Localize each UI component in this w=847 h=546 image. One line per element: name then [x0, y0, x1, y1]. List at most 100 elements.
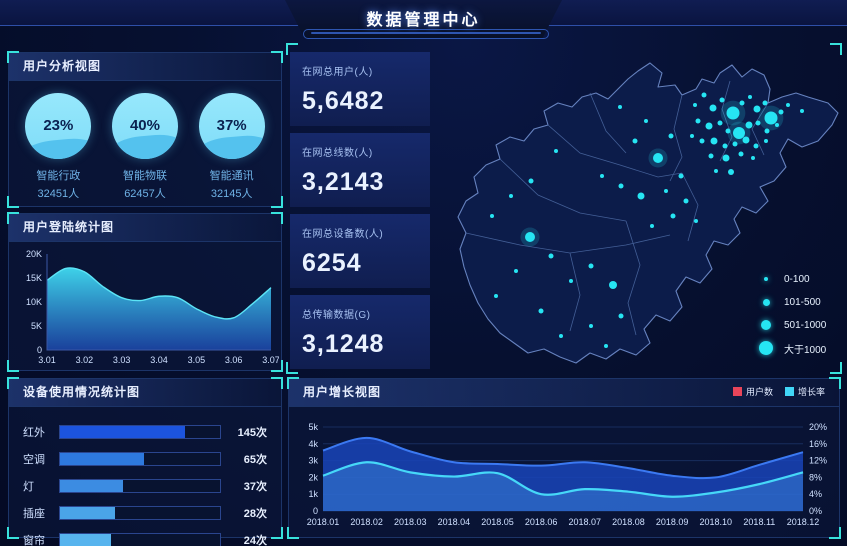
legend-swatch-growth: [784, 387, 794, 396]
device-value: 145次: [237, 427, 267, 439]
gauge-percent: 40%: [129, 117, 160, 134]
map-dot: [764, 111, 778, 125]
svg-text:10K: 10K: [26, 297, 42, 307]
map-dot: [683, 198, 689, 204]
map-legend-item: 0-100: [758, 272, 847, 286]
svg-text:2018.06: 2018.06: [525, 517, 558, 527]
growth-legend: 用户数 增长率: [732, 385, 825, 398]
device-usage-rows: 红外 145次 空调 65次灯 37次 插座 28次 窗帘 24次: [9, 407, 281, 546]
map-dot: [618, 105, 622, 109]
gauge-count: 32145人: [210, 188, 253, 200]
map-legend-item: 大于1000: [758, 341, 847, 356]
device-value: 24次: [243, 535, 267, 546]
map-dot: [695, 118, 701, 124]
map-dot: [618, 313, 624, 319]
map-dot: [559, 334, 563, 338]
liquid-gauge: 23%: [25, 93, 92, 159]
device-label: 空调: [23, 454, 45, 466]
title-banner: 数据管理中心: [285, 0, 562, 38]
svg-text:3.03: 3.03: [113, 355, 131, 365]
gauge-percent: 37%: [216, 117, 247, 134]
map-dot: [699, 138, 705, 144]
device-bar-track: [59, 479, 221, 493]
map-legend-dot: [762, 298, 770, 306]
map-dot: [548, 253, 554, 259]
map-dot: [678, 173, 684, 179]
gauge-label: 智能通讯: [209, 170, 254, 182]
login-area-chart: 0 5K 10K 15K 20K 3.01 3.02 3.03 3.04 3.05 3.06 3.07: [26, 249, 279, 365]
map-dot: [644, 119, 648, 123]
panel-title-device-usage: 设备使用情况统计图: [9, 379, 281, 407]
map-dot: [650, 224, 654, 228]
map-dot: [717, 120, 723, 126]
device-bar-fill: [60, 480, 124, 492]
stat-label: 在网总用户(人): [302, 67, 373, 78]
map-dot: [589, 324, 593, 328]
map-dot: [728, 169, 734, 175]
device-usage-row: 空调 65次: [23, 450, 267, 468]
liquid-gauge: 37%: [198, 93, 265, 159]
legend-label-growth: 增长率: [797, 387, 825, 397]
gauge-item: 37% 智能通讯 32145人: [190, 93, 274, 201]
liquid-gauge: 40%: [111, 93, 178, 159]
device-label: 红外: [23, 427, 45, 439]
map-dot: [738, 151, 744, 157]
device-bar-fill: [60, 534, 111, 546]
map-dot: [739, 100, 745, 106]
svg-text:2018.12: 2018.12: [787, 517, 820, 527]
stat-label: 在网总线数(人): [302, 148, 373, 159]
svg-text:4%: 4%: [809, 489, 822, 499]
map-dot: [600, 174, 604, 178]
panel-device-usage: 设备使用情况统计图 红外 145次 空调 65次灯 37次 插座 28次 窗帘 24次: [7, 377, 283, 546]
legend-label-users: 用户数: [745, 387, 773, 397]
gauge-label: 智能行政: [36, 170, 81, 182]
region-map: [430, 45, 847, 375]
stat-card-total-devices: 在网总设备数(人) 6254: [290, 214, 430, 288]
gauge-item: 23% 智能行政 32451人: [16, 93, 100, 201]
map-dot: [764, 139, 768, 143]
map-dot: [748, 95, 752, 99]
device-value: 37次: [243, 481, 267, 493]
svg-text:2018.05: 2018.05: [481, 517, 514, 527]
panel-title-user-growth: 用户增长视图: [289, 379, 839, 407]
svg-text:3.07: 3.07: [262, 355, 279, 365]
map-dot: [490, 214, 494, 218]
svg-text:0%: 0%: [809, 506, 822, 516]
map-dot: [710, 137, 718, 145]
svg-text:2018.01: 2018.01: [307, 517, 340, 527]
device-bar-track: [59, 425, 221, 439]
map-dot: [764, 128, 770, 134]
legend-item-growth: 增长率: [784, 385, 825, 398]
legend-item-users: 用户数: [732, 385, 773, 398]
map-dot: [709, 104, 717, 112]
map-dot: [668, 133, 674, 139]
gauge-row: 23% 智能行政 32451人 40% 智能物联 62457人 37% 智能通讯: [9, 81, 281, 201]
stat-value: 5,6482: [302, 87, 385, 115]
svg-text:2018.07: 2018.07: [569, 517, 602, 527]
page-title: 数据管理中心: [366, 12, 481, 29]
legend-swatch-users: [732, 387, 742, 396]
svg-text:3.02: 3.02: [76, 355, 94, 365]
svg-text:1k: 1k: [308, 489, 318, 499]
svg-text:0: 0: [37, 345, 42, 355]
svg-text:2018.02: 2018.02: [350, 517, 383, 527]
device-bar-fill: [60, 507, 115, 519]
device-usage-row: 插座 28次: [23, 504, 267, 522]
svg-text:5K: 5K: [31, 321, 42, 331]
svg-text:2018.09: 2018.09: [656, 517, 689, 527]
svg-text:16%: 16%: [809, 439, 827, 449]
map-legend-label: 大于1000: [784, 344, 827, 356]
panel-title-login-stats: 用户登陆统计图: [9, 214, 281, 242]
device-usage-row: 灯 37次: [23, 477, 267, 495]
panel-user-growth: 用户增长视图 用户数 增长率 0 0% 1k 4% 2k 8% 3k 12% 4k 16% 5k 20…: [287, 377, 841, 539]
map-legend-dot: [759, 341, 773, 355]
map-svg: [457, 62, 839, 364]
device-value: 65次: [243, 454, 267, 466]
gauge-count: 62457人: [124, 188, 166, 200]
map-dot: [653, 153, 663, 163]
svg-text:8%: 8%: [809, 472, 822, 482]
panel-user-analysis: 用户分析视图 23% 智能行政 32451人 40% 智能物联 62457人: [7, 51, 283, 208]
gauge-label: 智能物联: [122, 170, 167, 182]
map-dot: [705, 122, 713, 130]
